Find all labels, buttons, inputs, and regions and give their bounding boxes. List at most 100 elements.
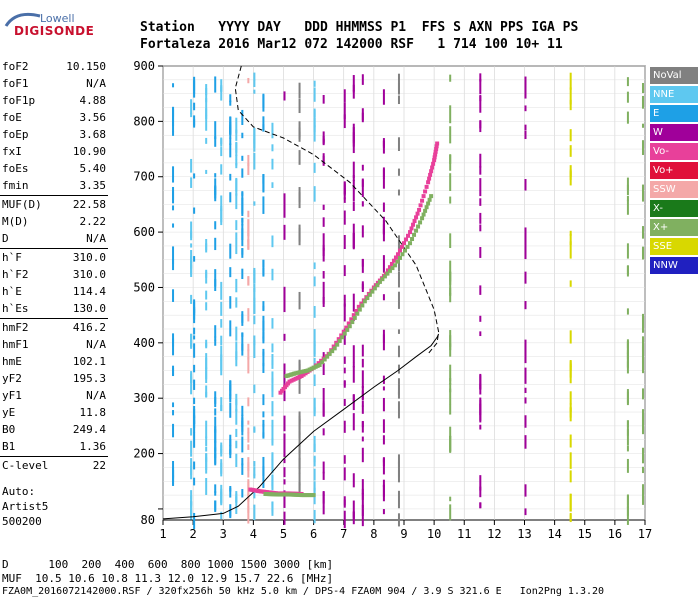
noise-mark [271, 122, 274, 139]
noise-mark [397, 513, 400, 527]
noise-mark [626, 199, 629, 215]
noise-mark [449, 278, 452, 295]
noise-mark [479, 73, 482, 82]
data-point [303, 371, 308, 376]
noise-mark [235, 117, 238, 134]
noise-mark [220, 359, 223, 376]
noise-mark [524, 271, 527, 284]
noise-mark [382, 419, 385, 433]
noise-mark [382, 228, 385, 242]
noise-mark [253, 277, 256, 284]
x-tick-label: 2 [190, 527, 197, 541]
noise-mark [361, 492, 364, 509]
noise-mark [382, 435, 385, 445]
noise-mark [241, 191, 244, 196]
param-name: hmF1 [2, 338, 29, 351]
noise-mark [382, 89, 385, 105]
legend-item: X- [650, 200, 698, 217]
param-value: 4.88 [79, 94, 107, 107]
noise-mark [235, 496, 238, 514]
noise-mark [524, 84, 527, 94]
x-tick-label: 15 [578, 527, 592, 541]
noise-mark [220, 405, 223, 412]
noise-mark [479, 315, 482, 322]
data-point [426, 201, 431, 206]
data-point [391, 258, 396, 263]
x-tick-label: 14 [547, 527, 561, 541]
noise-mark [262, 196, 265, 214]
noise-mark [193, 343, 196, 358]
noise-mark [283, 91, 286, 101]
noise-mark [397, 454, 400, 464]
noise-mark [220, 86, 223, 101]
data-point [299, 493, 304, 498]
noise-mark [569, 330, 572, 344]
header-line-1: Station YYYY DAY DDD HHMMSS P1 FFS S AXN… [140, 20, 579, 35]
data-point [347, 324, 352, 329]
noise-mark [247, 210, 250, 218]
noise-mark [229, 403, 232, 418]
param-row: foEp 3.68 [2, 128, 106, 145]
noise-mark [298, 187, 301, 203]
noise-mark [322, 297, 325, 307]
noise-mark [271, 182, 274, 188]
data-point [432, 158, 437, 163]
noise-mark [397, 291, 400, 309]
x-tick-label: 8 [370, 527, 377, 541]
data-point [380, 277, 385, 282]
noise-mark [449, 343, 452, 357]
legend-item: NoVal [650, 67, 698, 84]
noise-mark [229, 192, 232, 203]
data-point [320, 360, 325, 365]
noise-mark [253, 461, 256, 467]
data-point [387, 268, 392, 273]
noise-mark [361, 112, 364, 121]
data-point [357, 307, 362, 312]
noise-mark [322, 491, 325, 496]
noise-mark [283, 300, 286, 313]
param-value: 130.0 [72, 302, 106, 315]
noise-mark [283, 387, 286, 397]
noise-mark [322, 471, 325, 480]
noise-mark [229, 320, 232, 337]
noise-mark [271, 268, 274, 281]
footer-distance-row: D 100 200 400 600 800 1000 1500 3000 [km… [2, 558, 334, 571]
param-row: yE 11.8 [2, 406, 106, 423]
noise-mark [449, 382, 452, 393]
param-row: fmin 3.35 [2, 179, 106, 196]
noise-mark [190, 490, 193, 500]
noise-mark [641, 226, 644, 235]
noise-mark [626, 243, 629, 259]
noise-mark [235, 278, 238, 293]
noise-mark [220, 281, 223, 300]
noise-mark [479, 247, 482, 258]
noise-mark [229, 173, 232, 181]
noise-mark [283, 204, 286, 214]
noise-mark [172, 475, 175, 486]
x-tick-label: 3 [220, 527, 227, 541]
noise-mark [449, 496, 452, 502]
noise-mark [626, 350, 629, 368]
noise-mark [313, 468, 316, 481]
noise-mark [235, 297, 238, 308]
param-row: D N/A [2, 232, 106, 249]
noise-mark [352, 90, 355, 99]
noise-mark [449, 154, 452, 171]
noise-mark [479, 166, 482, 175]
noise-mark [190, 333, 193, 348]
noise-mark [352, 233, 355, 249]
noise-mark [343, 455, 346, 464]
data-point [435, 141, 440, 146]
noise-mark [205, 169, 208, 174]
noise-mark [220, 195, 223, 211]
data-point [416, 224, 421, 229]
data-point [289, 378, 294, 383]
noise-mark [313, 125, 316, 142]
noise-mark [214, 136, 217, 147]
noise-mark [214, 336, 217, 341]
noise-mark [214, 429, 217, 441]
noise-mark [172, 186, 175, 200]
data-point [293, 492, 298, 497]
data-point [395, 252, 400, 257]
noise-mark [283, 368, 286, 387]
